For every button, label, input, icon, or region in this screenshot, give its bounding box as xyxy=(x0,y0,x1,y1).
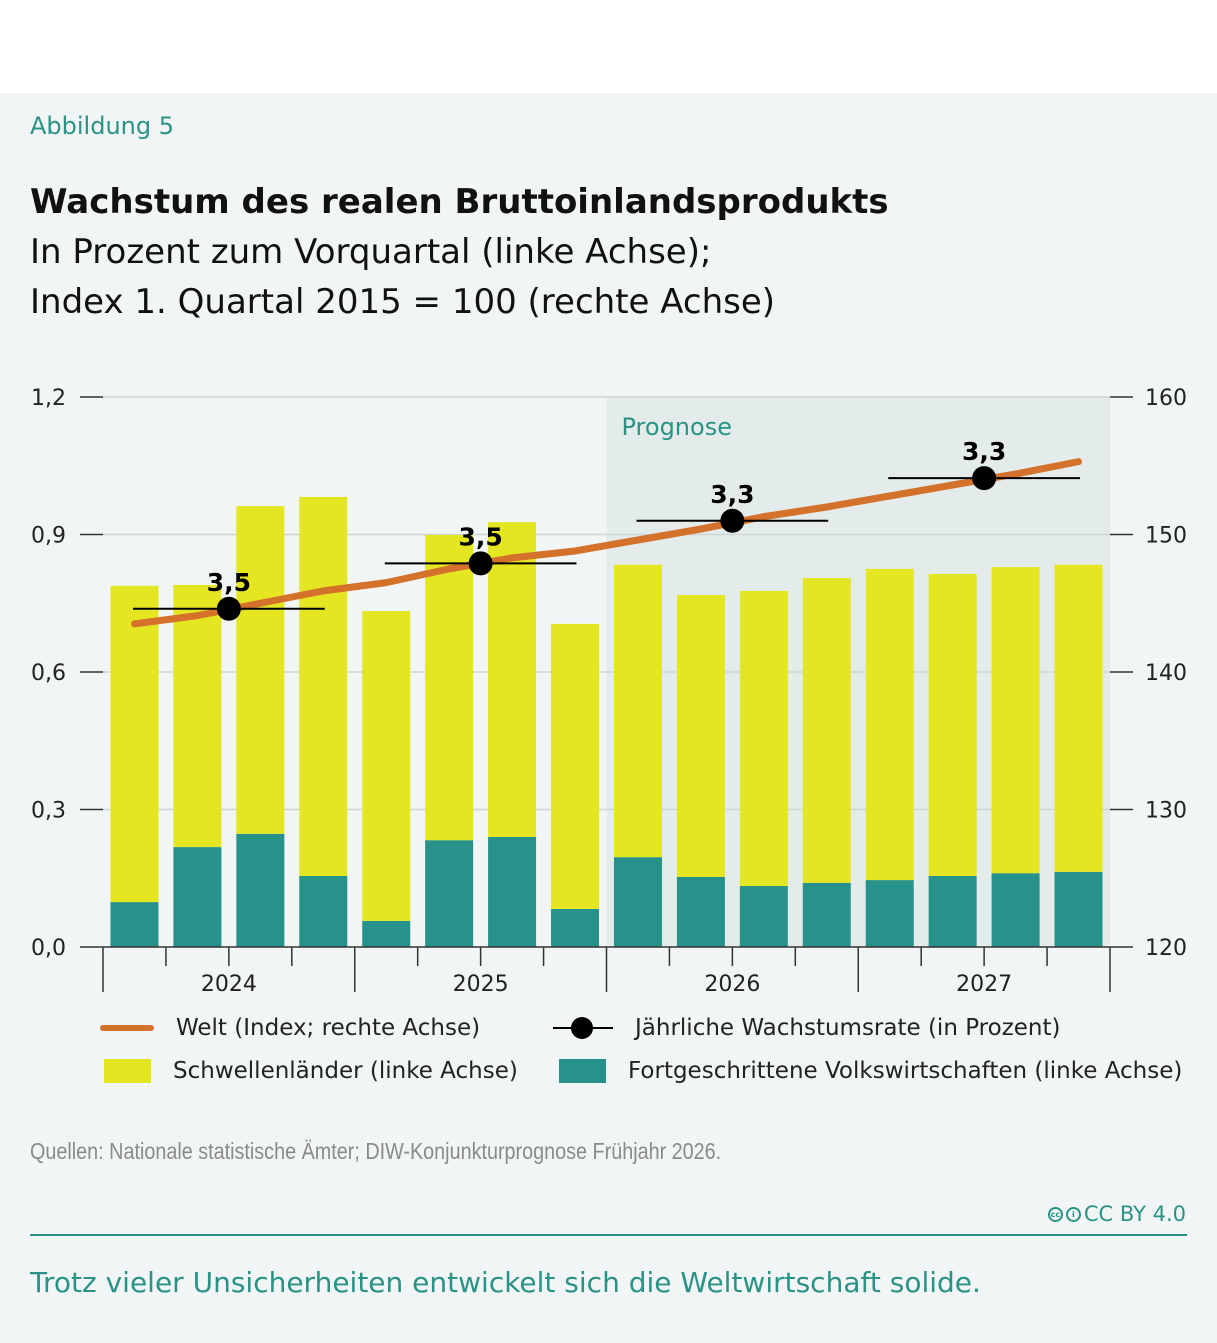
bar-fortgeschritten xyxy=(1054,871,1103,947)
right-tick-label: 130 xyxy=(1145,799,1187,824)
bar-schwellenlaender xyxy=(676,595,725,877)
bar-schwellenlaender xyxy=(236,506,285,834)
bar-fortgeschritten xyxy=(865,880,914,947)
license[interactable]: cc i CC BY 4.0 xyxy=(1047,1202,1186,1226)
bar-schwellenlaender xyxy=(425,534,474,841)
bar-schwellenlaender xyxy=(802,578,851,883)
bar-fortgeschritten xyxy=(236,833,285,947)
legend-teal-swatch xyxy=(559,1059,606,1083)
right-tick-label: 150 xyxy=(1145,524,1187,549)
left-tick-label: 1,2 xyxy=(31,386,66,411)
x-year-label: 2025 xyxy=(453,972,509,997)
right-tick-label: 120 xyxy=(1145,936,1187,961)
bar-schwellenlaender xyxy=(362,611,411,921)
chart-subtitle-line-2: Index 1. Quartal 2015 = 100 (rechte Achs… xyxy=(30,282,776,322)
bar-fortgeschritten xyxy=(802,882,851,947)
bar-schwellenlaender xyxy=(991,567,1040,874)
left-tick-label: 0,9 xyxy=(31,524,66,549)
legend-line-swatch xyxy=(100,1025,154,1031)
legend-welt: Welt (Index; rechte Achse) xyxy=(100,1015,480,1041)
cc-icon: cc xyxy=(1047,1206,1063,1222)
legend-jaehrlich: Jährliche Wachstumsrate (in Prozent) xyxy=(553,1015,1061,1041)
left-tick-label: 0,3 xyxy=(31,799,66,824)
bar-schwellenlaender xyxy=(110,585,159,903)
legend-schwellen: Schwellenländer (linke Achse) xyxy=(104,1058,518,1084)
annual-label: 3,3 xyxy=(962,437,1006,466)
bar-fortgeschritten xyxy=(739,886,788,947)
bar-fortgeschritten xyxy=(362,920,411,947)
legend-yellow-swatch xyxy=(104,1059,151,1083)
annual-marker xyxy=(972,466,997,491)
bar-schwellenlaender xyxy=(551,623,600,909)
bar-fortgeschritten xyxy=(551,908,600,947)
right-tick-label: 140 xyxy=(1145,661,1187,686)
caption: Trotz vieler Unsicherheiten entwickelt s… xyxy=(30,1266,981,1299)
annual-label: 3,5 xyxy=(207,568,251,597)
x-year-label: 2027 xyxy=(956,972,1012,997)
attribution-icon: i xyxy=(1065,1206,1081,1222)
chart-title: Wachstum des realen Bruttoinlandsprodukt… xyxy=(30,182,889,222)
prognose-label: Prognose xyxy=(622,413,732,441)
bar-schwellenlaender xyxy=(488,522,537,837)
legend-label: Welt (Index; rechte Achse) xyxy=(176,1015,481,1041)
bar-schwellenlaender xyxy=(613,564,662,858)
bar-fortgeschritten xyxy=(173,847,222,947)
welt-line xyxy=(130,458,1083,628)
annual-marker xyxy=(720,508,745,533)
bar-fortgeschritten xyxy=(299,875,348,947)
bar-schwellenlaender xyxy=(865,568,914,881)
source-note: Quellen: Nationale statistische Ämter; D… xyxy=(30,1138,722,1164)
bar-schwellenlaender xyxy=(299,496,348,876)
license-text: CC BY 4.0 xyxy=(1083,1202,1186,1226)
divider xyxy=(30,1234,1187,1236)
x-year-label: 2026 xyxy=(704,972,760,997)
chart: Prognose 0,0 0,3 0,6 0,9 1,2 120 130 140 150 160 20… xyxy=(31,386,1187,997)
bar-fortgeschritten xyxy=(928,875,977,947)
legend-marker-swatch xyxy=(553,1016,613,1040)
bar-schwellenlaender xyxy=(1054,564,1103,872)
legend-fortgeschritten: Fortgeschrittene Volkswirtschaften (link… xyxy=(559,1058,1182,1084)
bar-fortgeschritten xyxy=(613,857,662,947)
bar-schwellenlaender xyxy=(739,590,788,887)
right-tick-label: 160 xyxy=(1145,386,1187,411)
legend-label: Schwellenländer (linke Achse) xyxy=(173,1058,518,1084)
bar-schwellenlaender xyxy=(928,573,977,876)
annual-label: 3,5 xyxy=(458,522,502,551)
figure-label: Abbildung 5 xyxy=(30,112,175,140)
legend-label: Fortgeschrittene Volkswirtschaften (link… xyxy=(628,1058,1183,1084)
annual-marker xyxy=(468,551,493,576)
legend-label: Jährliche Wachstumsrate (in Prozent) xyxy=(635,1015,1061,1041)
chart-subtitle-line-1: In Prozent zum Vorquartal (linke Achse); xyxy=(30,232,712,272)
bar-fortgeschritten xyxy=(110,902,159,947)
bar-schwellenlaender xyxy=(173,584,222,848)
bar-fortgeschritten xyxy=(676,876,725,947)
left-tick-label: 0,0 xyxy=(31,936,66,961)
annual-marker xyxy=(216,596,241,621)
annual-label: 3,3 xyxy=(710,480,754,509)
left-tick-label: 0,6 xyxy=(31,661,66,686)
x-year-label: 2024 xyxy=(201,972,257,997)
bar-fortgeschritten xyxy=(991,873,1040,947)
bar-fortgeschritten xyxy=(425,840,474,947)
bar-fortgeschritten xyxy=(488,837,537,947)
